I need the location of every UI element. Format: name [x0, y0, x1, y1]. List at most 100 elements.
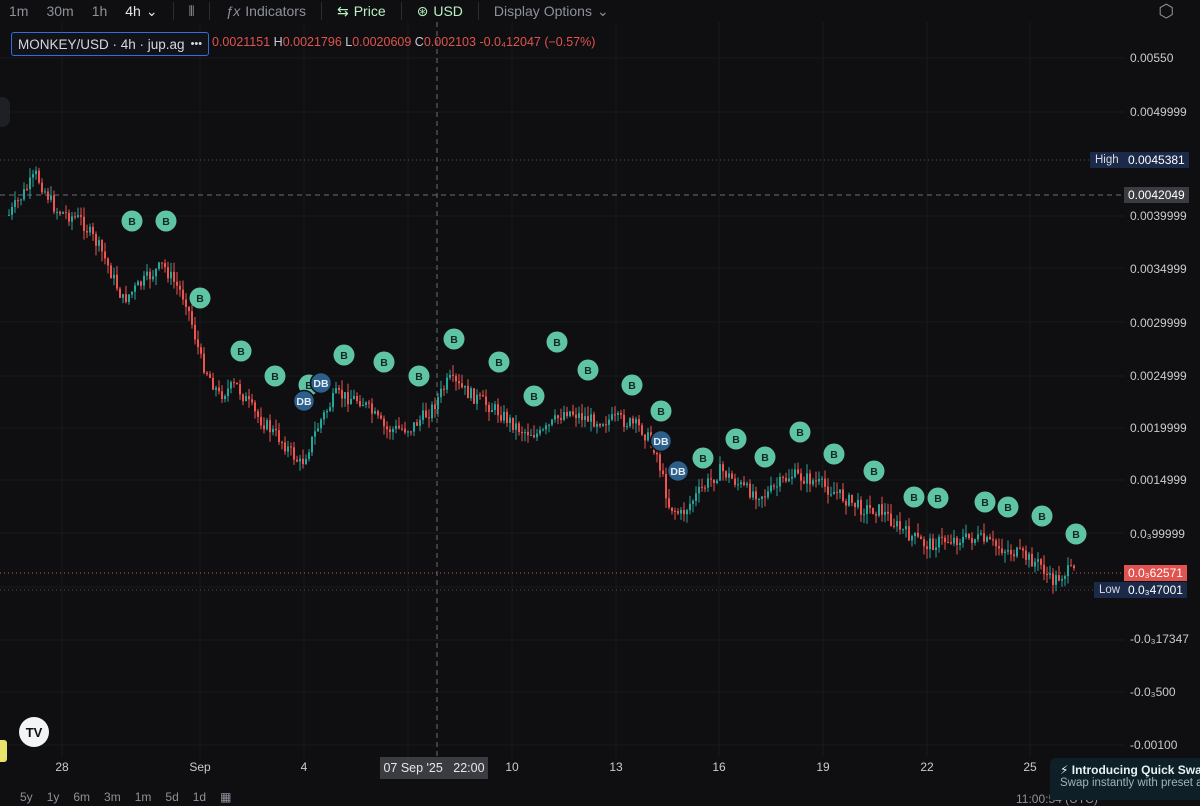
display-options-button[interactable]: Display Options ⌄: [485, 3, 618, 20]
candle-body: [791, 477, 793, 479]
time-axis[interactable]: 28 Sep 4 10 13 16 19 22 25: [0, 760, 1124, 778]
calendar-icon[interactable]: ▦: [220, 790, 232, 804]
candle-body: [989, 536, 991, 540]
candle-body: [536, 433, 538, 438]
more-icon[interactable]: •••: [190, 38, 203, 50]
trade-marker-label: B: [450, 334, 458, 346]
candle-body: [890, 513, 892, 526]
candle-body: [761, 496, 763, 500]
candle-body: [152, 276, 154, 280]
candle-body: [500, 415, 502, 421]
candle-body: [692, 500, 694, 504]
candle-body: [455, 375, 457, 382]
candle-body: [143, 275, 145, 286]
candle-body: [1049, 573, 1051, 575]
chart-toolbar: 1m 30m 1h 4h ⌄ ⫴ ƒx Indicators ⇆ Price ⊛…: [0, 0, 1200, 22]
range-1m[interactable]: 1m: [134, 790, 152, 804]
toast-title: Introducing Quick Swap: [1071, 763, 1200, 777]
candle-body: [266, 420, 268, 430]
side-panel-handle[interactable]: [0, 97, 10, 127]
candle-body: [887, 511, 889, 514]
close-value: 0.002103: [423, 35, 476, 49]
candle-body: [755, 491, 757, 500]
candle-body: [89, 226, 91, 233]
swap-arrows-icon: ⇆: [336, 2, 349, 19]
candle-body: [683, 509, 685, 515]
timeframe-4h[interactable]: 4h ⌄: [116, 3, 166, 20]
price-tick: 0.0049999: [1130, 105, 1187, 119]
candle-body: [659, 454, 661, 471]
candle-body: [1031, 553, 1033, 567]
candle-body: [281, 442, 283, 444]
drawer-handle[interactable]: [0, 740, 7, 762]
symbol-legend[interactable]: MONKEY/USD · 4h · jup.ag •••: [11, 32, 210, 56]
candle-body: [434, 404, 436, 410]
low-key: L: [345, 35, 353, 49]
quick-swap-toast[interactable]: ⚡ Introducing Quick Swap Swap instantly …: [1050, 758, 1200, 800]
trade-marker: [523, 385, 545, 407]
candle-body: [503, 411, 505, 421]
candle-body: [311, 436, 313, 453]
price-toggle[interactable]: ⇆ Price: [328, 3, 395, 20]
low-tag-label: Low: [1094, 582, 1126, 598]
divider: [172, 2, 174, 20]
candle-body: [26, 189, 28, 191]
candle-body: [635, 419, 637, 424]
timeframe-1m[interactable]: 1m: [9, 3, 29, 19]
candle-body: [470, 388, 472, 399]
candle-body: [203, 353, 205, 373]
range-1d[interactable]: 1d: [192, 790, 207, 804]
candle-body: [422, 410, 424, 420]
trade-marker-label: B: [761, 452, 769, 464]
indicators-button[interactable]: ƒx Indicators: [216, 3, 315, 19]
candle-body: [953, 537, 955, 544]
candle-body: [134, 285, 136, 292]
candle-body: [848, 494, 850, 506]
candlestick-icon: ⫴: [188, 2, 195, 19]
trade-marker-label: B: [380, 357, 388, 369]
candle-body: [47, 191, 49, 200]
tradingview-logo[interactable]: TV: [19, 717, 49, 747]
range-3m[interactable]: 3m: [104, 790, 121, 804]
trade-marker-label: B: [830, 449, 838, 461]
candle-body: [53, 195, 55, 212]
candle-body: [866, 505, 868, 515]
candle-body: [473, 388, 475, 404]
candle-body: [749, 483, 751, 498]
candle-body: [995, 540, 997, 547]
range-5y[interactable]: 5y: [20, 790, 33, 804]
candle-body: [983, 533, 985, 542]
timeframe-30m[interactable]: 30m: [46, 3, 74, 19]
timeframe-1h[interactable]: 1h: [91, 3, 108, 19]
range-selector: 5y 1y 6m 3m 1m 5d 1d ▦: [20, 790, 231, 804]
trade-marker-label: DB: [653, 436, 669, 448]
candle-body: [485, 396, 487, 405]
candle-body: [479, 394, 481, 396]
candle-body: [551, 419, 553, 425]
range-1y[interactable]: 1y: [46, 790, 60, 804]
price-axis[interactable]: 0.00550 0.0049999 0.0039999 0.0034999 0.…: [1124, 0, 1200, 760]
range-6m[interactable]: 6m: [73, 790, 91, 804]
candle-body: [113, 274, 115, 279]
candle-body: [392, 428, 394, 433]
candle-body: [83, 216, 85, 232]
candle-body: [122, 294, 124, 298]
currency-toggle[interactable]: ⊛ USD: [408, 3, 472, 20]
range-5d[interactable]: 5d: [165, 790, 179, 804]
candle-body: [545, 425, 547, 430]
candle-body: [386, 426, 388, 430]
settings-gear-icon[interactable]: ⬡: [1158, 0, 1174, 21]
candle-body: [389, 429, 391, 433]
candle-body: [944, 537, 946, 543]
candle-body: [308, 452, 310, 459]
candle-body: [998, 546, 1000, 549]
candle-body: [797, 469, 799, 474]
candle-body: [461, 383, 463, 388]
candle-body: [185, 299, 187, 307]
candle-body: [1052, 573, 1054, 585]
candle-body: [428, 417, 430, 419]
candle-style-button[interactable]: ⫴: [180, 3, 204, 20]
candle-body: [494, 404, 496, 410]
candle-body: [632, 418, 634, 424]
